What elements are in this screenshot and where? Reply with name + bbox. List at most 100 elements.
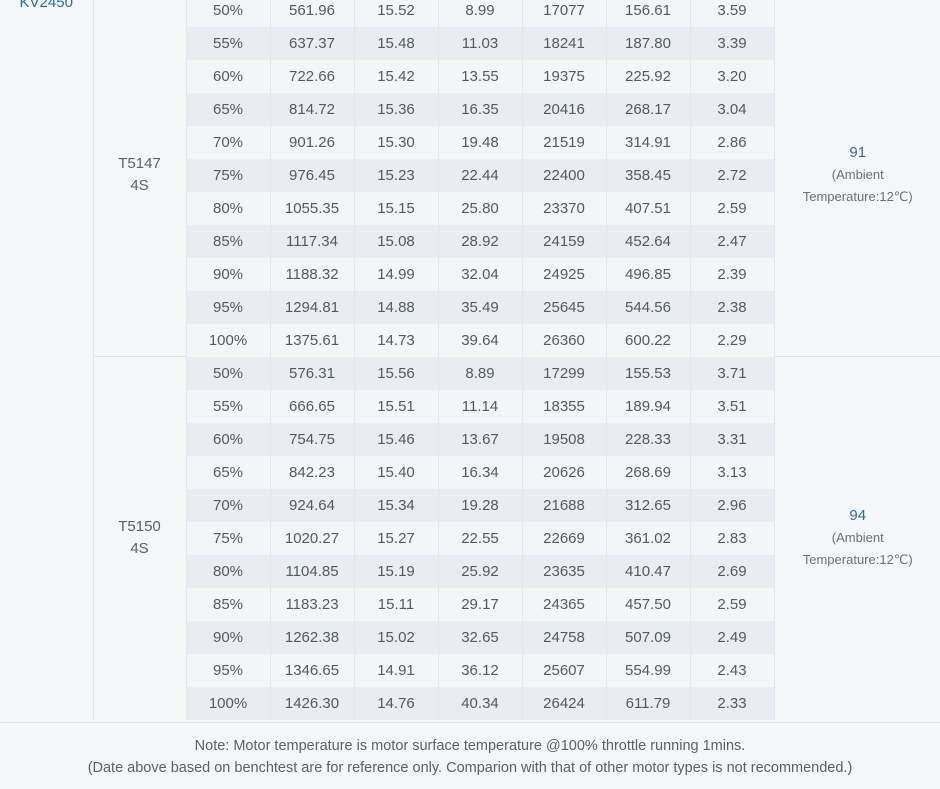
rpm-cell: 22400: [522, 158, 607, 192]
voltage-cell: 15.52: [354, 0, 439, 27]
thrust-cell: 228.33: [606, 422, 691, 456]
power-cell: 32.65: [438, 620, 523, 654]
table-row: 100% 1426.30 14.76 40.34 26424 611.79 2.33: [0, 686, 940, 720]
rpm-cell: 23370: [522, 191, 607, 225]
thrust-cell: 156.61: [606, 0, 691, 27]
efficiency-cell: 2.86: [690, 125, 775, 159]
table-row: 60% 754.75 15.46 13.67 19508 228.33 3.31: [0, 422, 940, 456]
throttle-cell: 85%: [186, 224, 271, 258]
rpm-cell: 23635: [522, 554, 607, 588]
throttle-cell: 70%: [186, 125, 271, 159]
voltage-cell: 15.15: [354, 191, 439, 225]
table-row: 55% 666.65 15.51 11.14 18355 189.94 3.51: [0, 389, 940, 423]
efficiency-cell: 2.83: [690, 521, 775, 555]
efficiency-cell: 3.04: [690, 92, 775, 126]
throttle-cell: 75%: [186, 158, 271, 192]
efficiency-cell: 2.96: [690, 488, 775, 522]
voltage-cell: 15.19: [354, 554, 439, 588]
table-row: 80% 1055.35 15.15 25.80 23370 407.51 2.59: [0, 191, 940, 225]
rpm-cell: 26360: [522, 323, 607, 357]
battery-voltage: 4S: [130, 177, 149, 194]
rpm-cell: 24365: [522, 587, 607, 621]
ambient-temperature-note: (Ambient: [831, 167, 884, 182]
thrust-cell: 268.69: [606, 455, 691, 489]
throttle-cell: 95%: [186, 653, 271, 687]
ambient-temperature-note: (Ambient: [831, 530, 884, 546]
power-cell: 13.67: [438, 422, 523, 456]
power-cell: 29.17: [438, 587, 523, 621]
power-cell: 35.49: [438, 290, 523, 324]
rpm-cell: 21519: [522, 125, 607, 159]
voltage-cell: 14.73: [354, 323, 439, 357]
current-cell: 754.75: [270, 422, 355, 456]
table-row: 80% 1104.85 15.19 25.92 23635 410.47 2.69: [0, 554, 940, 588]
thrust-cell: 314.91: [606, 125, 691, 159]
power-cell: 16.35: [438, 92, 523, 126]
footnote: Note: Motor temperature is motor surface…: [0, 722, 940, 789]
voltage-cell: 14.76: [354, 686, 439, 720]
power-cell: 22.55: [438, 521, 523, 555]
current-cell: 1055.35: [270, 191, 355, 225]
efficiency-cell: 2.59: [690, 587, 775, 621]
voltage-cell: 15.46: [354, 422, 439, 456]
efficiency-cell: 2.43: [690, 653, 775, 687]
current-cell: 1188.32: [270, 257, 355, 291]
rpm-cell: 22669: [522, 521, 607, 555]
throttle-cell: 75%: [186, 521, 271, 555]
voltage-cell: 14.99: [354, 257, 439, 291]
table-row: 90% 1262.38 15.02 32.65 24758 507.09 2.49: [0, 620, 940, 654]
efficiency-cell: 3.71: [690, 356, 775, 390]
thrust-cell: 452.64: [606, 224, 691, 258]
rpm-cell: 26424: [522, 686, 607, 720]
voltage-cell: 15.40: [354, 455, 439, 489]
footnote-line-2: (Date above based on benchtest are for r…: [87, 760, 853, 776]
thrust-cell: 611.79: [606, 686, 691, 720]
power-cell: 11.03: [438, 26, 523, 60]
power-cell: 13.55: [438, 59, 523, 93]
throttle-cell: 55%: [186, 26, 271, 60]
power-cell: 19.28: [438, 488, 523, 522]
power-cell: 22.44: [438, 158, 523, 192]
rpm-cell: 18241: [522, 26, 607, 60]
throttle-cell: 50%: [186, 356, 271, 390]
efficiency-cell: 3.39: [690, 26, 775, 60]
current-cell: 1262.38: [270, 620, 355, 654]
throttle-cell: 85%: [186, 587, 271, 621]
voltage-cell: 14.88: [354, 290, 439, 324]
throttle-cell: 50%: [186, 0, 271, 27]
voltage-cell: 15.11: [354, 587, 439, 621]
power-cell: 8.99: [438, 0, 523, 27]
rpm-cell: 17299: [522, 356, 607, 390]
power-cell: 19.48: [438, 125, 523, 159]
power-cell: 8.89: [438, 356, 523, 390]
power-cell: 25.80: [438, 191, 523, 225]
current-cell: 1117.34: [270, 224, 355, 258]
thrust-cell: 187.80: [606, 26, 691, 60]
thrust-cell: 361.02: [606, 521, 691, 555]
current-cell: 842.23: [270, 455, 355, 489]
current-cell: 924.64: [270, 488, 355, 522]
current-cell: 576.31: [270, 356, 355, 390]
table-row: 70% 924.64 15.34 19.28 21688 312.65 2.96: [0, 488, 940, 522]
voltage-cell: 15.51: [354, 389, 439, 423]
thrust-cell: 407.51: [606, 191, 691, 225]
thrust-cell: 554.99: [606, 653, 691, 687]
table-row: 90% 1188.32 14.99 32.04 24925 496.85 2.39: [0, 257, 940, 291]
current-cell: 1426.30: [270, 686, 355, 720]
rpm-cell: 19375: [522, 59, 607, 93]
efficiency-cell: 2.39: [690, 257, 775, 291]
throttle-cell: 95%: [186, 290, 271, 324]
table-row: 55% 637.37 15.48 11.03 18241 187.80 3.39: [0, 26, 940, 60]
efficiency-cell: 2.49: [690, 620, 775, 654]
voltage-cell: 14.91: [354, 653, 439, 687]
throttle-cell: 55%: [186, 389, 271, 423]
thrust-cell: 496.85: [606, 257, 691, 291]
thrust-cell: 410.47: [606, 554, 691, 588]
propeller-cell: T5147 4S: [93, 0, 187, 357]
voltage-cell: 15.02: [354, 620, 439, 654]
ambient-temperature-value: Temperature:12℃): [802, 189, 913, 204]
rpm-cell: 19508: [522, 422, 607, 456]
efficiency-cell: 3.51: [690, 389, 775, 423]
thrust-cell: 225.92: [606, 59, 691, 93]
voltage-cell: 15.36: [354, 92, 439, 126]
